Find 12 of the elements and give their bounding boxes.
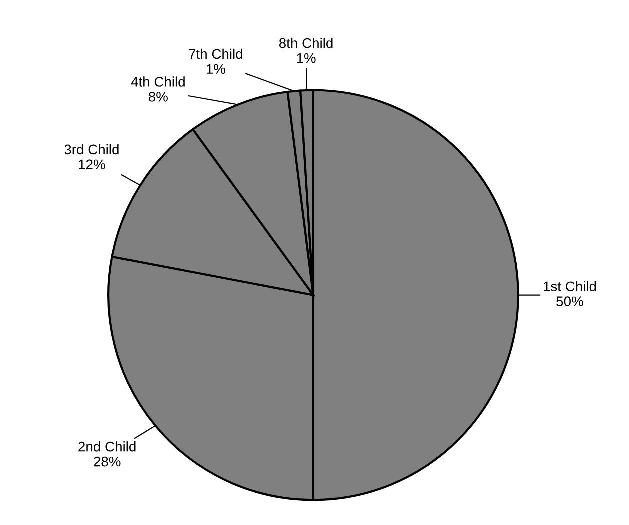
slice-label: 1st Child <box>544 281 596 292</box>
slice-label: 7th Child <box>189 48 242 60</box>
data-label: 28% <box>94 456 121 467</box>
data-label: 1% <box>297 53 316 64</box>
data-label: 12% <box>79 160 106 170</box>
data-label: 8% <box>148 92 168 102</box>
data-label: 1% <box>206 64 226 74</box>
slice-label: 2nd Child <box>78 442 136 452</box>
data-label: 50% <box>556 296 584 306</box>
slice-label: 4th Child <box>131 76 185 87</box>
slice-label: 3rd Child <box>64 144 119 155</box>
slice-label: 8th Child <box>279 38 333 48</box>
